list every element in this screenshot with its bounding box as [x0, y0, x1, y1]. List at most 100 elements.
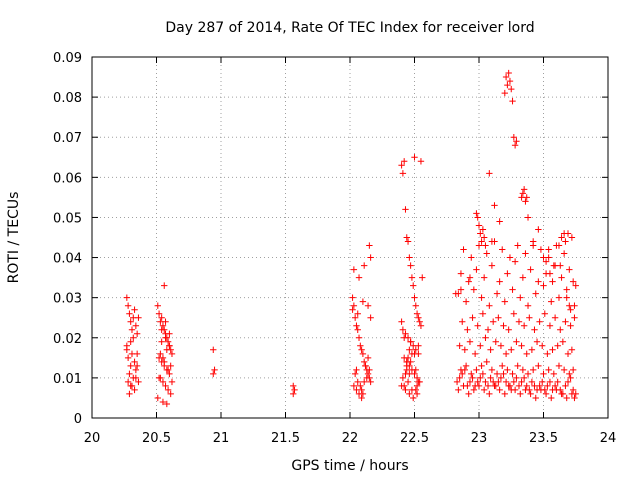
data-point [508, 85, 515, 93]
data-point [455, 386, 462, 394]
data-point [133, 330, 141, 337]
data-point [126, 310, 133, 317]
data-point [168, 378, 176, 386]
data-point [558, 390, 565, 398]
data-point [473, 366, 480, 374]
data-point [537, 246, 545, 253]
data-point [509, 370, 516, 378]
data-point [363, 374, 370, 382]
data-point [528, 346, 536, 354]
data-point [468, 254, 475, 261]
data-point [411, 294, 418, 301]
data-point [461, 346, 469, 354]
data-point [357, 342, 364, 349]
data-point [358, 394, 365, 402]
data-point [168, 350, 176, 358]
data-point [488, 238, 496, 245]
data-point [542, 390, 550, 398]
data-point [537, 386, 545, 394]
data-point [545, 246, 552, 253]
data-point [491, 202, 498, 209]
data-point [457, 270, 465, 277]
data-point [406, 390, 413, 398]
data-point [506, 77, 514, 85]
data-point [465, 390, 472, 398]
data-point [465, 278, 472, 285]
data-point [410, 282, 417, 289]
data-point [523, 194, 530, 201]
data-point [164, 366, 172, 374]
data-point [486, 390, 493, 398]
data-point [572, 282, 579, 289]
data-point [483, 250, 490, 257]
data-point [159, 398, 167, 406]
y-tick-label: 0.06 [53, 171, 82, 186]
data-point [553, 386, 560, 394]
data-point [135, 314, 142, 321]
data-point [398, 318, 405, 325]
x-axis-label: GPS time / hours [291, 458, 408, 474]
data-point [480, 274, 488, 281]
data-point [408, 274, 416, 281]
data-point [524, 214, 532, 221]
data-point [354, 310, 361, 317]
data-point [515, 318, 523, 325]
data-point [417, 322, 425, 329]
data-point [480, 386, 488, 394]
data-point [351, 370, 359, 378]
data-point [457, 366, 465, 374]
data-point [154, 394, 161, 402]
data-point [406, 346, 413, 354]
data-point [520, 186, 528, 193]
data-point [475, 222, 483, 229]
data-point [511, 258, 519, 265]
data-point [360, 262, 368, 269]
data-point [128, 326, 136, 333]
data-point [413, 390, 421, 398]
data-point [154, 302, 161, 309]
y-axis-label: ROTI / TECUs [6, 192, 22, 284]
data-point [487, 346, 494, 354]
data-point [157, 350, 164, 358]
data-point [497, 374, 505, 382]
data-point [515, 382, 523, 390]
data-point [536, 318, 543, 325]
data-point [496, 278, 503, 285]
data-point [500, 370, 507, 378]
data-point [130, 334, 137, 341]
data-point [408, 350, 416, 358]
data-point [501, 298, 508, 305]
data-point [522, 250, 529, 257]
data-point [471, 350, 479, 358]
data-point [167, 362, 174, 370]
data-point [126, 390, 133, 398]
data-point [456, 342, 463, 349]
data-point [469, 314, 476, 321]
data-point [351, 314, 359, 321]
data-point [360, 378, 368, 386]
data-point [558, 234, 565, 241]
data-point [164, 386, 172, 394]
data-point [475, 242, 483, 249]
data-point [540, 254, 547, 261]
data-point [535, 226, 542, 233]
y-tick-label: 0.08 [53, 91, 82, 106]
data-point [571, 314, 578, 321]
data-point [550, 370, 558, 378]
x-tick-label: 22.5 [400, 431, 429, 446]
data-point [487, 374, 494, 382]
data-point [478, 362, 485, 370]
data-point [456, 374, 463, 382]
data-point [549, 278, 556, 285]
data-point [124, 378, 132, 386]
data-point [482, 242, 489, 249]
data-point [127, 318, 134, 325]
x-tick-label: 20.5 [142, 431, 171, 446]
data-point [406, 370, 413, 378]
data-point [544, 382, 551, 390]
y-tick-label: 0.01 [53, 372, 82, 387]
data-point [531, 326, 538, 333]
data-point [399, 326, 407, 333]
data-point [560, 250, 568, 257]
data-point [355, 334, 363, 341]
